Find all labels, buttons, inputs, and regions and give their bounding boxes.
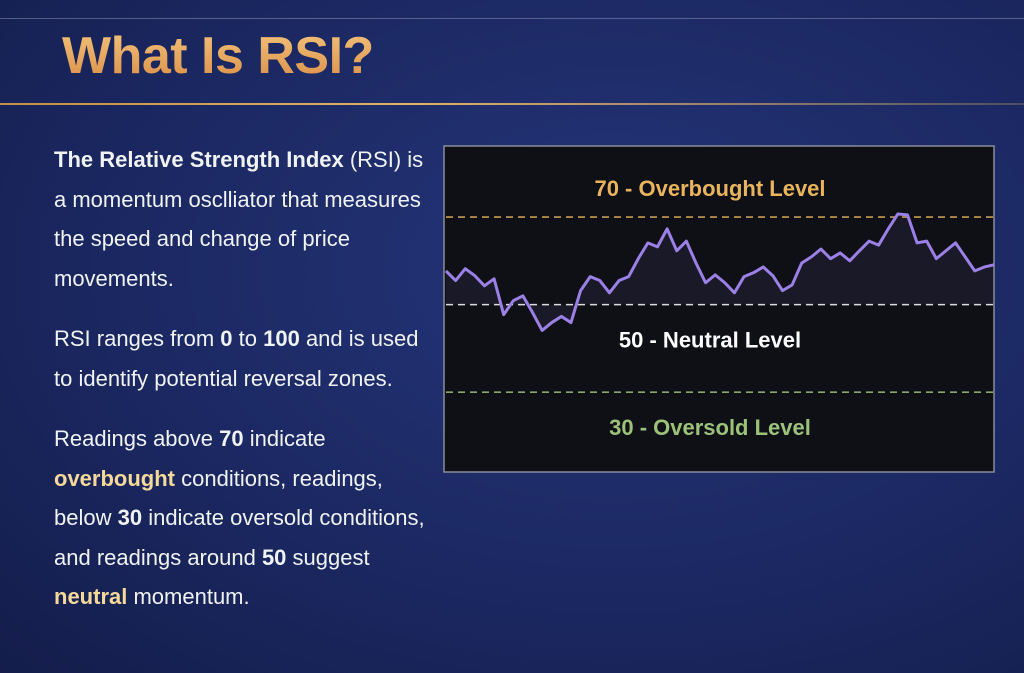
text-run: to xyxy=(232,326,264,351)
text-run: neutral xyxy=(54,584,128,609)
text-run: 50 xyxy=(261,544,287,570)
text-run: 0 xyxy=(220,326,233,351)
line-area xyxy=(446,213,994,331)
text-run: indicate xyxy=(243,426,326,451)
level-label: 50 - Neutral Level xyxy=(619,327,801,352)
rsi-line xyxy=(444,212,995,332)
level-label: 70 - Overbought Level xyxy=(594,176,825,201)
text-run: RSI ranges from xyxy=(54,326,221,351)
title-rule xyxy=(0,103,1024,105)
chart-frame xyxy=(443,145,995,473)
text-run: conditions, readings, below xyxy=(54,465,383,531)
title: What Is RSI? xyxy=(62,27,374,85)
text-run: momentum. xyxy=(127,584,250,609)
text-run: 100 xyxy=(263,326,300,351)
paragraph: Readings above 70 indicate overbought co… xyxy=(54,419,426,617)
level-label: 30 - Oversold Level xyxy=(609,415,811,440)
text-run: and is used to identify potential revers… xyxy=(54,326,419,391)
text-run: indicate oversold conditions, and readin… xyxy=(54,505,425,570)
text-run: suggest xyxy=(286,544,370,570)
body-text: The Relative Strength Index (RSI) is a m… xyxy=(54,140,426,638)
text-run: (RSI) is a momentum osclliator that meas… xyxy=(54,147,424,291)
text-run: Readings above xyxy=(54,426,220,451)
text-run: overbought xyxy=(54,465,175,491)
paragraph: The Relative Strength Index (RSI) is a m… xyxy=(54,140,426,298)
text-run: 30 xyxy=(117,505,143,530)
text-run: The Relative Strength Index xyxy=(54,147,344,172)
top-rule xyxy=(0,18,1024,19)
text-run: 70 xyxy=(219,426,244,451)
paragraph: RSI ranges from 0 to 100 and is used to … xyxy=(54,319,426,398)
